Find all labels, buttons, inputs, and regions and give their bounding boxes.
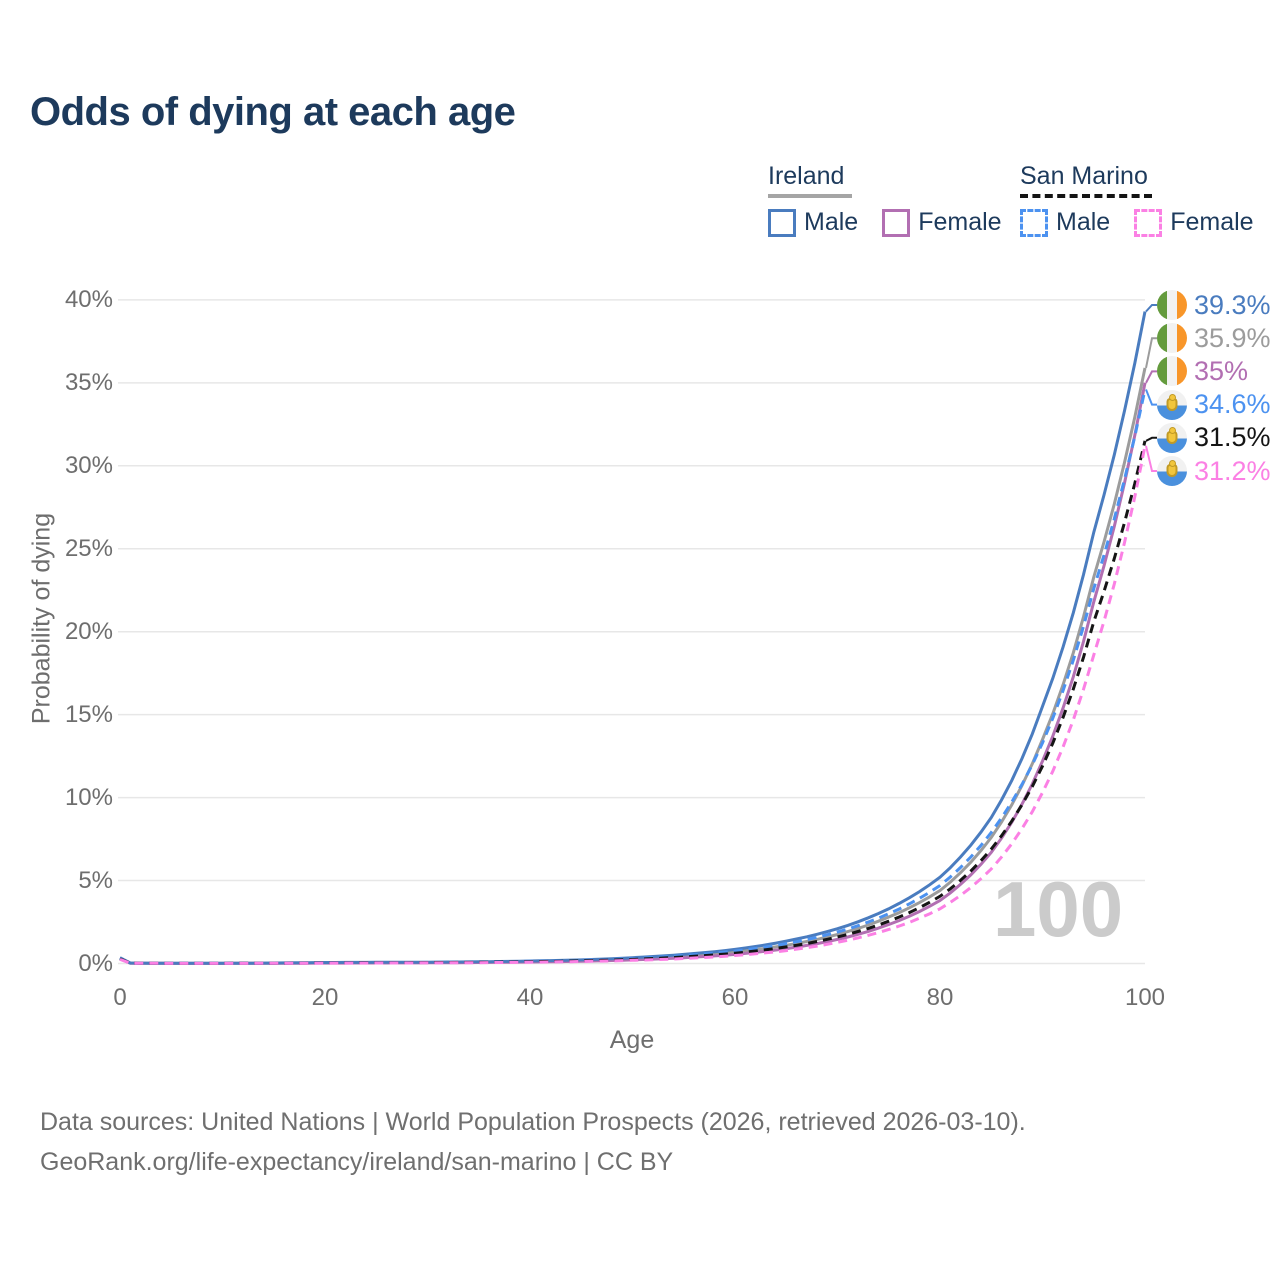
- san-marino-crest-icon: [1166, 397, 1178, 411]
- leader-line-ireland-male: [1145, 304, 1157, 313]
- x-tick-40: 40: [516, 984, 544, 1011]
- ireland-solid-line-sample: [768, 194, 852, 198]
- footer-data-sources: Data sources: United Nations | World Pop…: [40, 1108, 1026, 1136]
- age-watermark: 100: [993, 865, 1124, 953]
- y-tick-30pct: 30%: [64, 451, 113, 479]
- legend-group-ireland: Ireland Male Female: [768, 162, 1018, 237]
- x-tick-100: 100: [1124, 984, 1166, 1011]
- legend-swatch-ireland-female[interactable]: [882, 208, 911, 237]
- line-ireland-both-sexes: [119, 367, 1147, 965]
- x-axis-title: Age: [609, 1026, 655, 1054]
- legend-group-san-marino: San Marino Male Female: [1020, 162, 1270, 237]
- y-tick-15pct: 15%: [64, 700, 113, 728]
- legend-label-ireland-male[interactable]: Male: [804, 208, 859, 236]
- footer-attribution: GeoRank.org/life-expectancy/ireland/san-…: [40, 1148, 674, 1176]
- end-value-ireland-both: 35.9%: [1194, 322, 1271, 353]
- end-label-ireland-male: 39.3%: [1157, 289, 1271, 321]
- legend-group-ireland-name: Ireland: [768, 162, 845, 190]
- end-label-ireland-both: 35.9%: [1157, 322, 1271, 354]
- legend-group-san-marino-name: San Marino: [1020, 162, 1148, 190]
- ireland-flag-icon: [1157, 356, 1187, 387]
- y-tick-25pct: 25%: [64, 534, 113, 562]
- x-tick-0: 0: [113, 984, 127, 1011]
- ireland-flag-icon: [1157, 290, 1187, 320]
- end-value-ireland-male: 39.3%: [1194, 289, 1271, 320]
- legend-label-san-marino-male[interactable]: Male: [1056, 208, 1111, 236]
- end-value-san-marino-male: 34.6%: [1194, 389, 1271, 420]
- y-axis-title: Probability of dying: [27, 512, 56, 725]
- legend-label-ireland-female[interactable]: Female: [918, 208, 1002, 236]
- y-tick-5pct: 5%: [78, 866, 113, 894]
- leader-line-san-marino-male: [1145, 389, 1157, 406]
- line-san-marino-female: [119, 445, 1147, 965]
- end-value-san-marino-both: 31.5%: [1194, 422, 1271, 453]
- end-value-ireland-female: 35%: [1194, 355, 1249, 386]
- line-ireland-female: [119, 382, 1147, 965]
- legend-label-san-marino-female[interactable]: Female: [1170, 208, 1254, 236]
- x-tick-80: 80: [926, 984, 954, 1011]
- san-marino-flag-icon: [1157, 456, 1187, 486]
- y-tick-40pct: 40%: [64, 285, 113, 313]
- y-tick-0pct: 0%: [78, 949, 113, 977]
- san-marino-crest-icon: [1166, 430, 1178, 444]
- leader-line-san-marino-female: [1145, 445, 1157, 472]
- x-tick-60: 60: [721, 984, 749, 1011]
- leader-line-ireland-both: [1145, 337, 1157, 369]
- ireland-flag-icon: [1157, 323, 1187, 354]
- leader-line-san-marino-both: [1145, 436, 1157, 442]
- san-marino-crest-icon: [1166, 463, 1178, 477]
- end-label-san-marino-female: 31.2%: [1157, 455, 1271, 487]
- y-tick-35pct: 35%: [64, 368, 113, 396]
- x-tick-20: 20: [311, 984, 339, 1011]
- series-lines: [119, 311, 1147, 965]
- gridlines: [118, 299, 1145, 965]
- y-tick-20pct: 20%: [64, 617, 113, 645]
- legend-swatch-san-marino-female[interactable]: [1134, 208, 1163, 237]
- line-san-marino-male: [119, 389, 1147, 965]
- legend-swatch-ireland-male[interactable]: [768, 208, 796, 237]
- san-marino-flag-icon: [1157, 422, 1187, 453]
- end-label-san-marino-male: 34.6%: [1157, 389, 1271, 421]
- end-label-san-marino-both: 31.5%: [1157, 422, 1271, 454]
- legend-swatch-san-marino-male[interactable]: [1020, 208, 1048, 237]
- line-ireland-male: [119, 311, 1147, 965]
- san-marino-dashed-line-sample: [1020, 194, 1152, 198]
- leader-lines: [1145, 304, 1157, 472]
- line-san-marino-both-sexes: [119, 440, 1147, 965]
- y-tick-10pct: 10%: [64, 783, 113, 811]
- end-value-san-marino-female: 31.2%: [1194, 455, 1271, 486]
- end-label-ireland-female: 35%: [1157, 355, 1248, 387]
- leader-line-ireland-female: [1145, 370, 1157, 384]
- san-marino-flag-icon: [1157, 389, 1187, 420]
- page-title: Odds of dying at each age: [30, 90, 516, 134]
